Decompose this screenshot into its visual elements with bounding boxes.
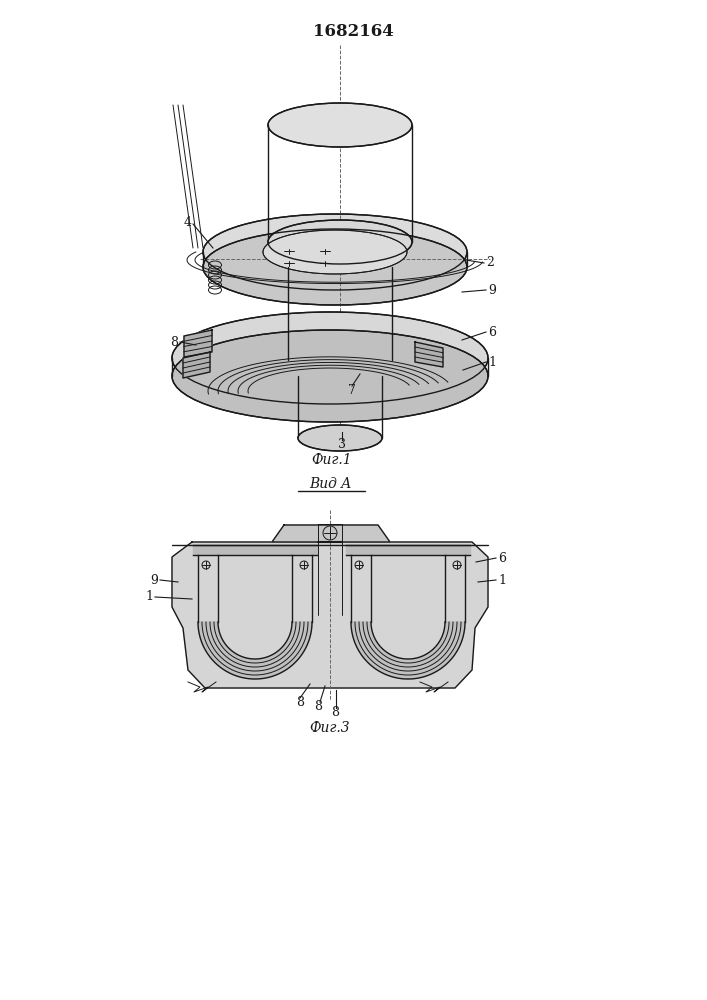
Polygon shape: [193, 545, 317, 555]
Text: 8: 8: [296, 696, 304, 708]
Polygon shape: [346, 545, 470, 555]
Text: Фиг.1: Фиг.1: [312, 453, 352, 467]
Polygon shape: [172, 542, 488, 688]
Ellipse shape: [263, 230, 407, 274]
Text: 3: 3: [338, 438, 346, 450]
Text: 6: 6: [488, 326, 496, 338]
Ellipse shape: [298, 425, 382, 451]
Text: 8: 8: [170, 336, 178, 349]
Text: 2: 2: [486, 256, 494, 269]
Text: 1682164: 1682164: [312, 23, 393, 40]
Text: 4: 4: [184, 216, 192, 229]
Text: 1: 1: [488, 356, 496, 368]
Ellipse shape: [203, 229, 467, 305]
Text: 8: 8: [314, 700, 322, 714]
Text: Вид A: Вид A: [309, 477, 351, 491]
Ellipse shape: [203, 214, 467, 290]
Polygon shape: [183, 352, 210, 378]
Text: 9: 9: [150, 574, 158, 586]
Text: 8: 8: [331, 706, 339, 718]
Ellipse shape: [172, 330, 488, 422]
Text: 7: 7: [348, 383, 356, 396]
Ellipse shape: [268, 220, 412, 264]
Text: 1: 1: [145, 590, 153, 603]
Text: Фиг.3: Фиг.3: [310, 721, 350, 735]
Polygon shape: [272, 525, 390, 542]
Polygon shape: [415, 342, 443, 367]
Polygon shape: [351, 622, 465, 679]
Text: 1: 1: [498, 574, 506, 586]
Text: 6: 6: [498, 552, 506, 564]
Ellipse shape: [172, 312, 488, 404]
Text: 9: 9: [488, 284, 496, 296]
Polygon shape: [184, 330, 212, 357]
Polygon shape: [198, 622, 312, 679]
Ellipse shape: [268, 103, 412, 147]
